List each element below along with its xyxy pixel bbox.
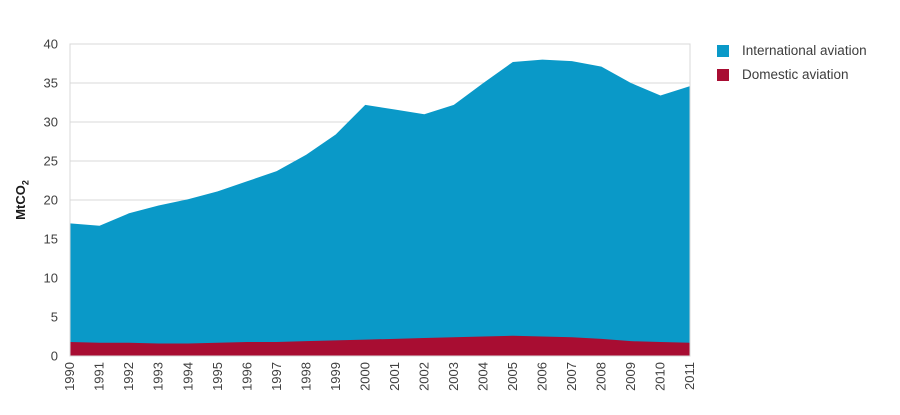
- x-tick-label: 1993: [151, 362, 166, 391]
- x-tick-label: 1997: [269, 362, 284, 391]
- x-tick-label: 2008: [594, 362, 609, 391]
- y-tick-label: 15: [44, 232, 58, 247]
- x-tick-label: 1995: [210, 362, 225, 391]
- area-domestic-aviation: [70, 335, 690, 356]
- y-tick-label: 25: [44, 154, 58, 169]
- x-tick-label: 1994: [180, 362, 195, 391]
- x-tick-label: 2009: [623, 362, 638, 391]
- y-axis-title-subscript: 2: [20, 180, 31, 186]
- x-tick-label: 2005: [505, 362, 520, 391]
- x-tick-label: 1999: [328, 362, 343, 391]
- legend-swatch-international-icon: [717, 44, 729, 57]
- legend-item-international-aviation: International aviation: [717, 43, 867, 58]
- area-international-aviation: [70, 59, 690, 356]
- x-tick-label: 2002: [416, 362, 431, 391]
- y-tick-label: 5: [51, 310, 58, 325]
- x-tick-label: 1991: [92, 362, 107, 391]
- x-tick-label: 1998: [298, 362, 313, 391]
- x-tick-label: 2011: [682, 362, 697, 390]
- x-tick-label: 2006: [535, 362, 550, 391]
- y-axis-title: MtCO2: [13, 150, 31, 250]
- x-tick-label: 1992: [121, 362, 136, 391]
- x-tick-label: 2003: [446, 362, 461, 391]
- plot-border: [69, 43, 691, 357]
- y-tick-label: 40: [44, 37, 58, 52]
- legend-swatch-domestic-icon: [717, 68, 729, 81]
- legend: International aviation Domestic aviation: [717, 43, 867, 82]
- x-tick-label: 1996: [239, 362, 254, 391]
- y-axis-title-text: MtCO: [13, 185, 28, 220]
- y-tick-label: 35: [44, 76, 58, 91]
- legend-label-international: International aviation: [742, 43, 867, 58]
- legend-item-domestic-aviation: Domestic aviation: [717, 67, 867, 82]
- x-tick-label: 2004: [475, 362, 490, 391]
- x-tick-label: 2000: [357, 362, 372, 391]
- y-tick-label: 10: [44, 271, 58, 286]
- x-tick-label: 2007: [564, 362, 579, 391]
- y-tick-label: 0: [51, 349, 58, 364]
- legend-label-domestic: Domestic aviation: [742, 67, 849, 82]
- y-tick-label: 30: [44, 115, 58, 130]
- x-tick-label: 2010: [653, 362, 668, 391]
- y-tick-label: 20: [44, 193, 58, 208]
- x-tick-label: 2001: [387, 362, 402, 391]
- x-tick-label: 1990: [62, 362, 77, 391]
